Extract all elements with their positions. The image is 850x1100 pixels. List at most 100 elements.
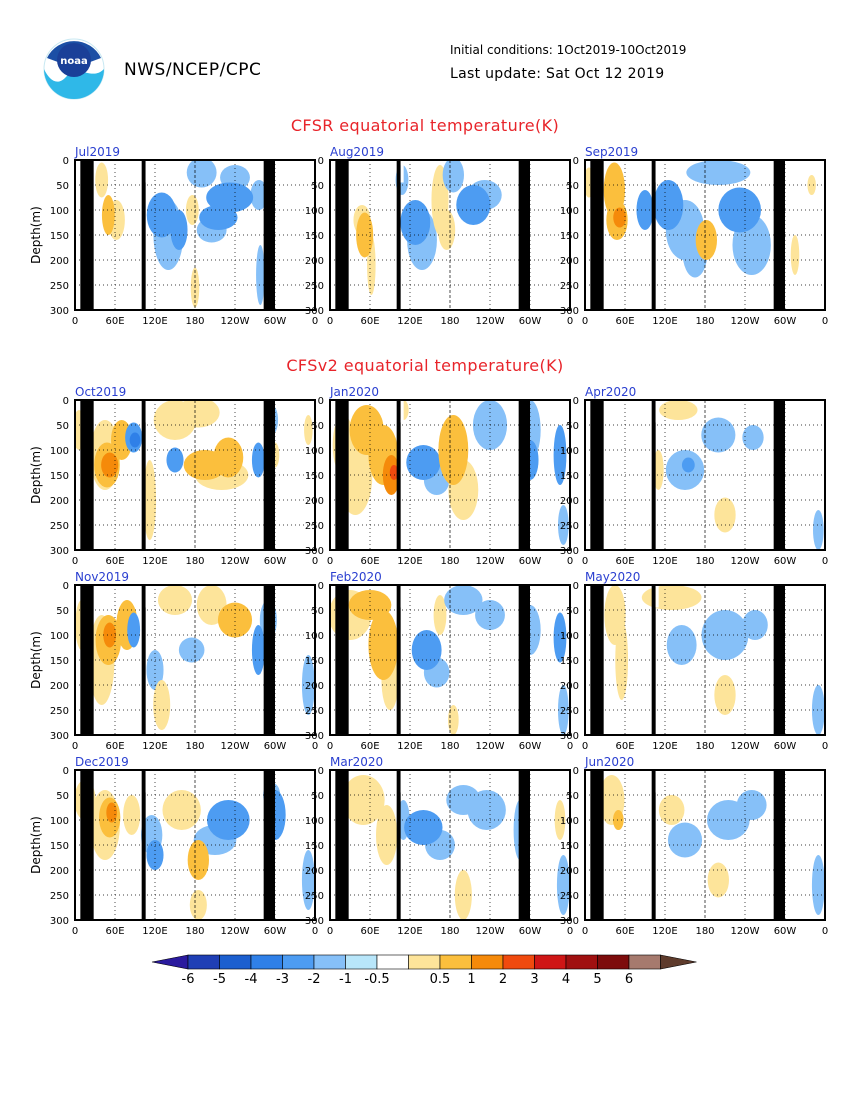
anomaly-contour	[185, 195, 199, 225]
x-tick-label: 120E	[142, 926, 167, 937]
colorbar-label: 1	[467, 972, 475, 987]
anomaly-contour	[166, 447, 184, 473]
y-tick-label: 100	[305, 631, 324, 642]
colorbar-box	[628, 954, 661, 970]
anomaly-contour	[106, 802, 117, 823]
panel-frame	[584, 769, 826, 921]
x-tick-label: 120E	[397, 316, 422, 327]
anomaly-contour	[123, 795, 141, 835]
land-mask	[518, 160, 530, 310]
panel-frame	[329, 399, 571, 551]
anomaly-contour	[553, 612, 567, 663]
land-mask	[773, 160, 785, 310]
x-tick-label: 60W	[519, 926, 542, 937]
logo-text: noaa	[60, 56, 88, 67]
anomaly-contour	[444, 585, 483, 615]
anomaly-contour	[686, 160, 751, 185]
y-tick-label: 250	[305, 281, 324, 292]
anomaly-contour	[301, 655, 315, 715]
y-tick-label: 200	[50, 681, 69, 692]
x-tick-label: 60E	[360, 556, 379, 567]
anomaly-contour	[718, 187, 762, 233]
y-tick-label: 300	[50, 916, 69, 927]
land-gap	[655, 160, 659, 183]
y-tick-label: 200	[560, 256, 579, 267]
anomaly-contour	[189, 890, 207, 920]
agency-name: NWS/NCEP/CPC	[124, 60, 262, 80]
anomaly-contour	[187, 840, 209, 880]
colorbar-box	[313, 954, 346, 970]
land-gap	[145, 585, 149, 608]
y-tick-label: 200	[50, 866, 69, 877]
y-tick-label: 0	[573, 156, 579, 167]
last-update: Last update: Sat Oct 12 2019	[450, 66, 665, 82]
y-tick-label: 150	[560, 841, 579, 852]
anomaly-contour	[736, 790, 767, 820]
x-tick-label: 60E	[615, 926, 634, 937]
anomaly-contour	[438, 210, 456, 250]
x-tick-label: 0	[567, 316, 573, 327]
y-axis-label: Depth(m)	[29, 816, 43, 874]
y-tick-label: 250	[305, 706, 324, 717]
anomaly-contour	[129, 432, 141, 448]
x-tick-label: 120E	[142, 316, 167, 327]
y-tick-label: 150	[305, 656, 324, 667]
x-tick-label: 180	[440, 926, 459, 937]
x-tick-label: 60E	[105, 741, 124, 752]
colorbar-label: 4	[562, 972, 570, 987]
land-gap	[655, 770, 659, 793]
anomaly-field	[335, 770, 570, 920]
anomaly-contour	[714, 675, 736, 715]
x-tick-label: 0	[72, 556, 78, 567]
x-tick-label: 120W	[221, 926, 250, 937]
anomaly-contour	[811, 685, 825, 735]
colorbar: -6 -5 -4 -3 -2 -1 -0.5 0.5 1 2 3 4 5 6	[151, 954, 697, 987]
anomaly-field	[75, 770, 315, 920]
x-tick-label: 120W	[476, 741, 505, 752]
land-mask	[263, 770, 275, 920]
x-tick-label: 120E	[397, 741, 422, 752]
y-tick-label: 100	[305, 446, 324, 457]
x-tick-label: 0	[312, 556, 318, 567]
anomaly-contour	[127, 612, 141, 648]
panel-label: Jul2019	[74, 145, 120, 159]
land-mask	[773, 585, 785, 735]
colorbar-label: -6	[182, 972, 195, 987]
x-tick-label: 0	[312, 316, 318, 327]
x-tick-label: 120W	[221, 556, 250, 567]
anomaly-contour	[411, 630, 442, 670]
x-tick-label: 0	[312, 741, 318, 752]
y-tick-label: 50	[566, 791, 579, 802]
y-axis-label: Depth(m)	[29, 631, 43, 689]
y-tick-label: 150	[50, 841, 69, 852]
panel-oct2019: Oct2019 0 60E 120E 180 120W 60W 0 0 50 100 150 200 25…	[29, 385, 318, 567]
panel-label: Nov2019	[75, 570, 129, 584]
anomaly-contour	[641, 585, 702, 610]
y-tick-label: 150	[50, 471, 69, 482]
y-tick-label: 250	[560, 891, 579, 902]
anomaly-contour	[256, 245, 265, 305]
x-tick-label: 120W	[221, 741, 250, 752]
y-tick-label: 150	[305, 841, 324, 852]
y-tick-label: 200	[305, 256, 324, 267]
y-tick-label: 250	[50, 521, 69, 532]
x-tick-label: 180	[695, 741, 714, 752]
anomaly-contour	[811, 855, 825, 915]
panel-frame	[584, 584, 826, 736]
panel-frame	[74, 584, 316, 736]
x-tick-label: 120E	[652, 741, 677, 752]
initial-conditions: Initial conditions: 1Oct2019-10Oct2019	[450, 43, 687, 57]
noaa-logo: noaa	[43, 38, 105, 100]
y-tick-label: 0	[573, 766, 579, 777]
y-tick-label: 300	[50, 731, 69, 742]
y-tick-label: 200	[560, 496, 579, 507]
y-tick-label: 150	[305, 231, 324, 242]
land-gap	[400, 770, 404, 793]
x-tick-label: 120E	[652, 316, 677, 327]
x-tick-label: 60W	[264, 741, 287, 752]
colorbar-label: 3	[530, 972, 538, 987]
